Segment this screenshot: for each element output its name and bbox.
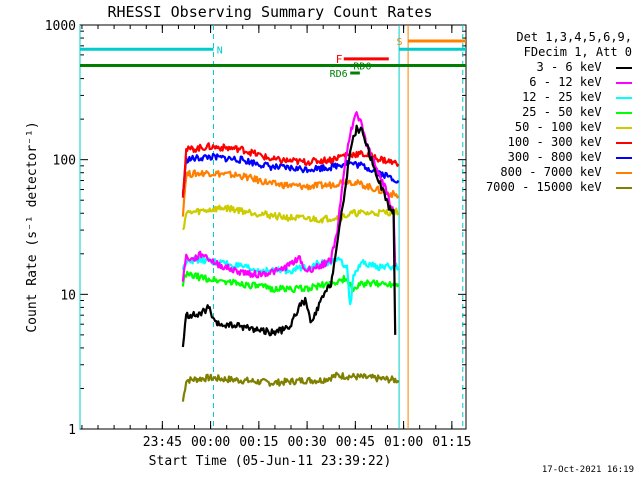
legend-swatch (616, 66, 632, 69)
series-line (181, 169, 400, 217)
x-axis-title: Start Time (05-Jun-11 23:39:22) (148, 454, 392, 469)
series-line (181, 152, 400, 195)
legend-swatch (616, 171, 632, 174)
legend-entry: 100 - 300 keV (508, 135, 632, 149)
legend-entry: 12 - 25 keV (522, 90, 632, 104)
flare-label: F (336, 53, 343, 66)
legend-entry: 3 - 6 keV (537, 60, 632, 74)
y-axis-title: Count Rate (s⁻¹ detector⁻¹) (25, 121, 40, 332)
legend-swatch (616, 156, 632, 159)
legend-entry: 300 - 800 keV (508, 150, 632, 164)
legend-swatch (616, 186, 632, 189)
legend-swatch (616, 141, 632, 144)
x-tick-label: 00:00 (191, 435, 230, 450)
legend-entry: 6 - 12 keV (529, 75, 632, 89)
chart-title: RHESSI Observing Summary Count Rates (107, 3, 433, 21)
x-tick-label: 00:15 (239, 435, 278, 450)
legend-swatch (616, 96, 632, 99)
legend-entry: 25 - 50 keV (522, 105, 632, 119)
rd0-label: RD0 (353, 62, 371, 73)
legend-swatch (616, 126, 632, 129)
legend-entry: 800 - 7000 keV (500, 165, 632, 179)
legend-swatch (616, 111, 632, 114)
saa-label: S (397, 37, 403, 48)
y-tick-label: 100 (53, 154, 76, 169)
y-tick-label: 1 (68, 423, 76, 438)
series-line (181, 111, 397, 282)
legend-swatch (616, 81, 632, 84)
night-label: N (217, 45, 223, 56)
y-tick-label: 10 (60, 288, 76, 303)
series-line (181, 124, 397, 348)
series-line (181, 142, 400, 198)
x-tick-label: 00:45 (336, 435, 375, 450)
series-line (181, 371, 400, 402)
series-line (181, 270, 400, 293)
rd6-label: RD6 (330, 69, 348, 80)
footer-date: 17-Oct-2021 16:19 (541, 465, 634, 475)
y-tick-label: 1000 (45, 19, 76, 34)
x-tick-label: 01:00 (384, 435, 423, 450)
legend-header: FDecim 1, Att 0 (523, 45, 632, 59)
legend-header: Det 1,3,4,5,6,9, (516, 30, 632, 44)
x-tick-label: 23:45 (143, 435, 182, 450)
x-tick-label: 01:15 (432, 435, 471, 450)
x-tick-label: 00:30 (288, 435, 327, 450)
legend-entry: 50 - 100 keV (515, 120, 632, 134)
legend-entry: 7000 - 15000 keV (486, 180, 632, 194)
series-line (181, 204, 400, 231)
